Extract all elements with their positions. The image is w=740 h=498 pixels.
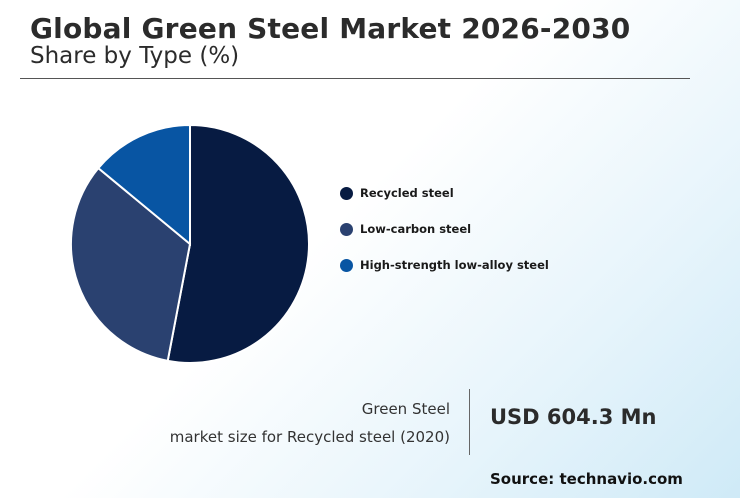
legend-marker — [340, 258, 353, 272]
legend-label: High-strength low-alloy steel — [360, 258, 549, 272]
market-caption-line2: market size for Recycled steel (2020) — [169, 428, 450, 446]
title-divider — [20, 78, 690, 79]
slice-recycled-steel — [166, 123, 310, 364]
chart-subtitle: Share by Type (%) — [30, 43, 240, 69]
market-size-value: USD 604.3 Mn — [490, 405, 657, 429]
slice-hsla-steel — [96, 123, 191, 247]
legend-label: Recycled steel — [360, 186, 454, 200]
slice-low-carbon-steel — [70, 166, 192, 363]
source-label: Source: technavio.com — [490, 470, 683, 488]
chart-title: Global Green Steel Market 2026-2030 — [30, 12, 631, 45]
market-caption-line1: Green Steel — [361, 400, 450, 418]
legend: Recycled steel Low-carbon steel High-str… — [340, 175, 549, 283]
legend-item-hsla-steel: High-strength low-alloy steel — [340, 247, 549, 283]
value-divider — [469, 389, 470, 455]
legend-label: Low-carbon steel — [360, 222, 472, 236]
legend-item-low-carbon-steel: Low-carbon steel — [340, 211, 549, 247]
legend-marker — [340, 186, 353, 200]
legend-item-recycled-steel: Recycled steel — [340, 175, 549, 211]
legend-marker — [340, 222, 353, 236]
